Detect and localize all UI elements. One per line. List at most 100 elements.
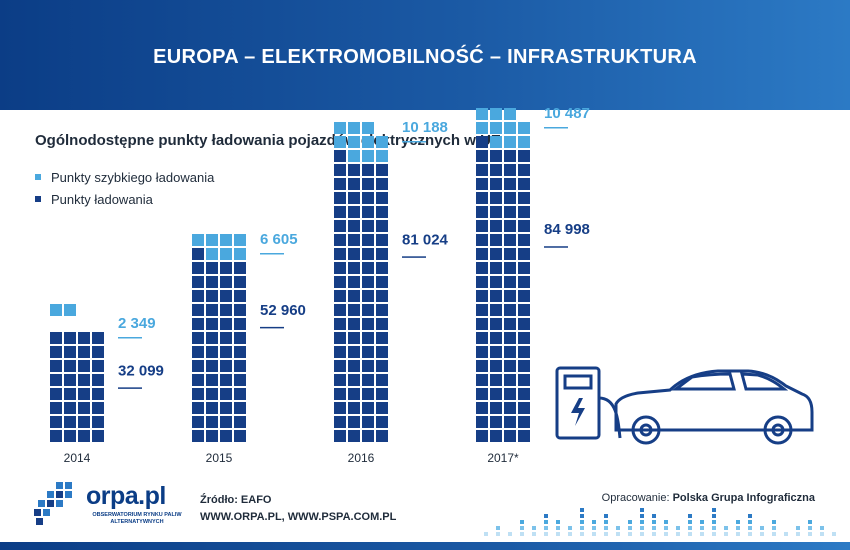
block-regular — [220, 374, 232, 386]
pixel-block — [520, 532, 524, 536]
pixel-block — [748, 526, 752, 530]
block-regular — [504, 164, 516, 176]
block-regular — [376, 220, 388, 232]
block-regular — [362, 164, 374, 176]
block-regular — [348, 430, 360, 442]
block-regular — [348, 304, 360, 316]
block-regular — [334, 416, 346, 428]
block-fast — [234, 248, 246, 260]
block-regular — [362, 220, 374, 232]
block-regular — [476, 192, 488, 204]
block-regular — [234, 416, 246, 428]
value-label-fast: 6 605 — [260, 231, 298, 248]
block-regular — [504, 304, 516, 316]
block-regular — [234, 304, 246, 316]
block-regular — [504, 220, 516, 232]
block-regular — [490, 234, 502, 246]
block-regular — [334, 346, 346, 358]
block-regular — [362, 318, 374, 330]
block-regular — [362, 304, 374, 316]
block-regular — [504, 234, 516, 246]
block-regular — [234, 430, 246, 442]
block-regular — [504, 360, 516, 372]
underline-fast — [402, 141, 426, 143]
block-regular — [348, 374, 360, 386]
block-regular — [206, 416, 218, 428]
block-regular — [476, 136, 488, 148]
block-regular — [362, 346, 374, 358]
block-regular — [476, 430, 488, 442]
block-regular — [362, 234, 374, 246]
block-regular — [206, 388, 218, 400]
block-regular — [476, 402, 488, 414]
underline-fast — [118, 337, 142, 339]
block-regular — [362, 402, 374, 414]
pixel-block — [520, 520, 524, 524]
block-regular — [362, 178, 374, 190]
block-regular — [64, 388, 76, 400]
orpa-logo: orpa.pl OBSERWATORIUM RYNKU PALIW ALTERN… — [30, 478, 190, 530]
pixel-block — [532, 532, 536, 536]
block-regular — [504, 332, 516, 344]
block-regular — [206, 374, 218, 386]
block-regular — [518, 164, 530, 176]
pixel-block — [664, 526, 668, 530]
block-regular — [376, 346, 388, 358]
block-regular — [192, 360, 204, 372]
block-regular — [504, 430, 516, 442]
underline-regular — [544, 246, 568, 248]
block-regular — [192, 430, 204, 442]
block-regular — [504, 346, 516, 358]
block-regular — [504, 150, 516, 162]
block-regular — [490, 178, 502, 190]
pixel-block — [700, 526, 704, 530]
pixel-block — [544, 532, 548, 536]
block-regular — [234, 374, 246, 386]
block-fast — [206, 234, 218, 246]
block-regular — [376, 388, 388, 400]
block-regular — [234, 360, 246, 372]
block-regular — [504, 262, 516, 274]
bar-2015: 6 605 52 960 2015 — [192, 231, 306, 465]
block-regular — [92, 416, 104, 428]
block-regular — [192, 318, 204, 330]
block-regular — [376, 248, 388, 260]
block-regular — [362, 374, 374, 386]
pixel-block — [616, 532, 620, 536]
pixel-block — [568, 526, 572, 530]
block-regular — [518, 360, 530, 372]
pixel-block — [736, 526, 740, 530]
block-regular — [220, 402, 232, 414]
block-regular — [348, 276, 360, 288]
block-regular — [490, 164, 502, 176]
pixel-block — [796, 532, 800, 536]
block-regular — [192, 416, 204, 428]
block-regular — [490, 206, 502, 218]
block-regular — [518, 346, 530, 358]
block-regular — [476, 248, 488, 260]
block-regular — [504, 192, 516, 204]
block-regular — [376, 360, 388, 372]
block-fast — [206, 248, 218, 260]
block-regular — [476, 304, 488, 316]
block-regular — [490, 304, 502, 316]
block-regular — [206, 262, 218, 274]
pixel-block — [688, 532, 692, 536]
block-regular — [476, 276, 488, 288]
pixel-block — [556, 526, 560, 530]
block-regular — [376, 304, 388, 316]
block-fast — [334, 136, 346, 148]
block-fast — [64, 304, 76, 316]
block-regular — [92, 332, 104, 344]
block-regular — [334, 360, 346, 372]
block-fast — [476, 122, 488, 134]
block-regular — [518, 290, 530, 302]
block-regular — [50, 332, 62, 344]
pixel-block — [748, 520, 752, 524]
block-regular — [220, 416, 232, 428]
footer-credit: Opracowanie: Polska Grupa Infograficzna — [602, 492, 815, 504]
block-fast — [376, 136, 388, 148]
block-regular — [206, 402, 218, 414]
block-regular — [376, 262, 388, 274]
